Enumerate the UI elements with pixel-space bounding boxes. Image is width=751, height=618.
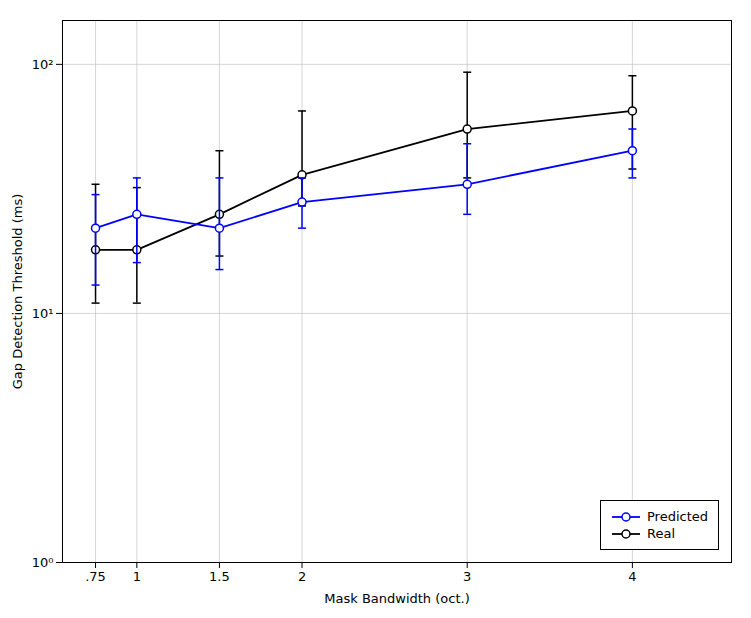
- html-text:Real: Real: [647, 526, 675, 541]
- svg-text:4: 4: [628, 569, 636, 584]
- html-text:Predicted: Predicted: [647, 509, 708, 524]
- svg-text:1.5: 1.5: [209, 569, 230, 584]
- svg-text:Gap Detection Threshold (ms): Gap Detection Threshold (ms): [10, 194, 25, 390]
- svg-text:1: 1: [133, 569, 141, 584]
- svg-text:10⁰: 10⁰: [32, 555, 54, 570]
- svg-text:Mask Bandwidth (oct.): Mask Bandwidth (oct.): [324, 591, 469, 606]
- svg-text:10²: 10²: [32, 57, 54, 72]
- svg-text:.75: .75: [85, 569, 106, 584]
- svg-text:2: 2: [298, 569, 306, 584]
- svg-text:10¹: 10¹: [32, 306, 54, 321]
- svg-text:3: 3: [463, 569, 471, 584]
